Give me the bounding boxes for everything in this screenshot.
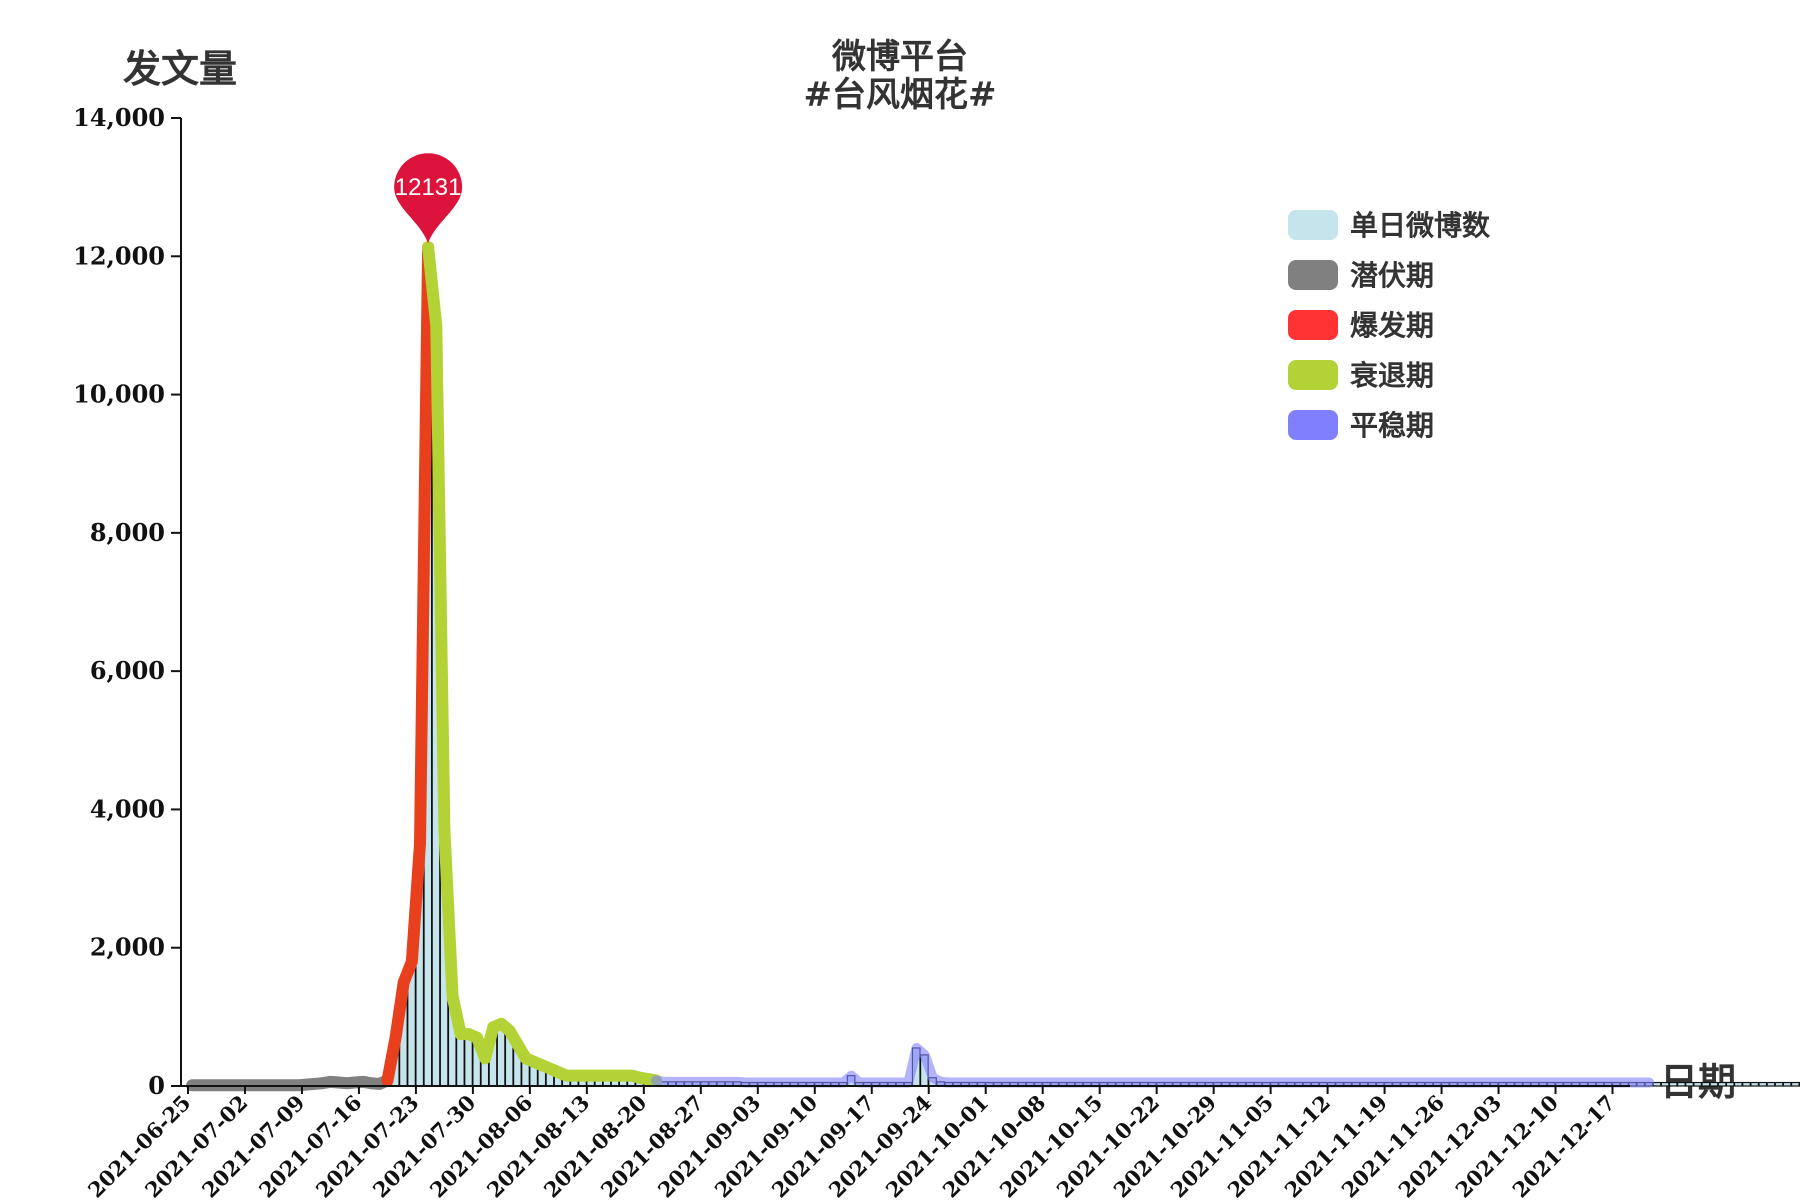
y-tick-label: 6,000 — [90, 656, 165, 685]
legend-swatch-daily — [1288, 210, 1338, 240]
bar — [456, 1033, 465, 1087]
legend-swatch-outbreak — [1288, 310, 1338, 340]
phase-line — [186, 1074, 394, 1092]
y-tick-label: 0 — [148, 1071, 165, 1100]
bar — [1774, 1081, 1784, 1087]
bar — [1668, 1081, 1678, 1087]
legend-swatch-decline — [1288, 360, 1338, 390]
legend-label-outbreak[interactable]: 爆发期 — [1350, 309, 1434, 342]
peak-value-label: 12131 — [395, 174, 462, 201]
chart-title: 微博平台 — [831, 37, 968, 77]
bar — [1750, 1081, 1760, 1087]
peak-marker: 12131 — [394, 153, 463, 244]
x-ticks: 2021-06-252021-07-022021-07-092021-07-16… — [83, 1086, 1620, 1200]
y-tick-label: 8,000 — [90, 518, 165, 547]
y-tick-label: 2,000 — [90, 933, 165, 962]
legend: 单日微博数 潜伏期 爆发期 衰退期 平稳期 — [1288, 209, 1491, 442]
phase-line — [651, 1042, 1655, 1088]
bar — [1725, 1081, 1735, 1087]
bar — [1652, 1081, 1662, 1087]
legend-label-latent[interactable]: 潜伏期 — [1350, 259, 1434, 292]
bar — [464, 1033, 473, 1087]
y-tick-label: 12,000 — [73, 241, 165, 270]
peak-pin-icon — [394, 153, 463, 244]
bar — [1790, 1081, 1800, 1087]
bar — [1758, 1081, 1768, 1087]
bar — [1685, 1081, 1694, 1087]
legend-label-stable[interactable]: 平稳期 — [1350, 409, 1434, 442]
legend-swatch-stable — [1288, 410, 1338, 440]
bar — [1709, 1081, 1719, 1087]
legend-label-daily[interactable]: 单日微博数 — [1350, 209, 1491, 242]
bar — [1717, 1081, 1727, 1087]
y-tick-label: 14,000 — [73, 103, 165, 132]
y-tick-label: 10,000 — [73, 380, 165, 409]
phase-line — [422, 241, 663, 1087]
legend-label-decline[interactable]: 衰退期 — [1350, 359, 1434, 392]
bar — [1733, 1081, 1743, 1087]
y-ticks: 0 2,000 4,000 6,000 8,000 10,000 12,000 14,000 — [73, 103, 181, 1100]
y-tick-label: 4,000 — [90, 794, 165, 823]
bar — [1701, 1081, 1711, 1087]
chart-subtitle: #台风烟花# — [804, 75, 997, 115]
bar — [1660, 1081, 1670, 1087]
y-axis-name: 发文量 — [123, 47, 237, 91]
bar — [1693, 1081, 1703, 1087]
bar — [1677, 1081, 1686, 1087]
phase-line — [381, 241, 435, 1087]
bar — [1742, 1081, 1751, 1087]
bar — [1782, 1081, 1792, 1087]
legend-swatch-latent — [1288, 260, 1338, 290]
bar — [1766, 1081, 1776, 1087]
